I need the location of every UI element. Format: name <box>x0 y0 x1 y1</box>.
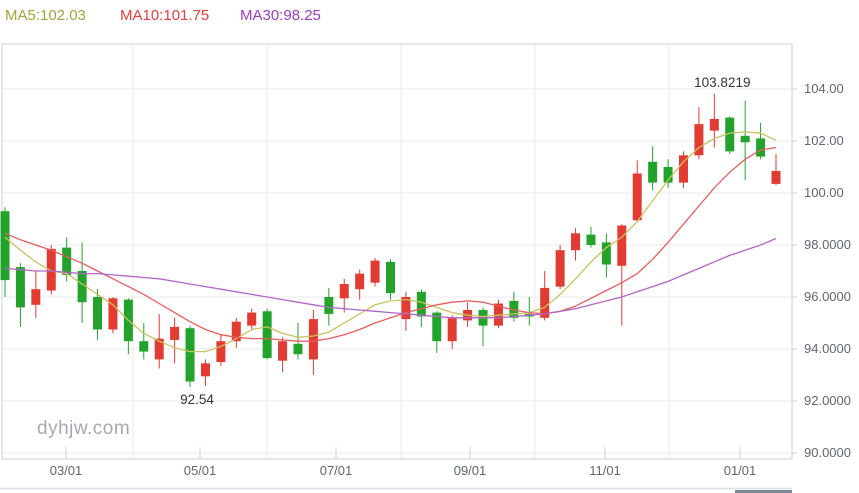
candle-body <box>31 289 41 305</box>
candle-body <box>756 138 766 157</box>
x-axis-label: 11/01 <box>589 463 621 478</box>
legend-ma30-value: MA30:98.25 <box>240 7 321 24</box>
candle-body <box>678 155 688 183</box>
y-axis-label: 100.00 <box>804 185 844 200</box>
candle-body <box>725 117 735 152</box>
x-axis-label: 09/01 <box>453 463 487 478</box>
candle-body <box>694 124 704 156</box>
y-axis-label: 98.0000 <box>804 237 851 252</box>
candle-body <box>401 297 411 320</box>
candle-body <box>231 321 241 342</box>
candles-layer <box>0 93 781 387</box>
legend-ma5-value: MA5:102.03 <box>5 7 86 24</box>
candle-body <box>355 273 365 290</box>
candle-body <box>709 118 719 131</box>
candle-body <box>108 298 118 330</box>
candle-body <box>262 311 272 359</box>
ma5-line <box>4 131 777 353</box>
x-axis-label: 05/01 <box>183 463 217 478</box>
candle-body <box>324 297 334 314</box>
candle-body <box>0 211 10 281</box>
candle-body <box>139 341 149 352</box>
plot-border <box>1 43 793 460</box>
site-watermark: dyhjw.com <box>37 418 131 439</box>
candle-body <box>200 363 210 377</box>
scrollbar-thumb[interactable] <box>735 490 792 493</box>
candle-body <box>632 173 642 221</box>
candle-body <box>540 287 550 318</box>
candle-body <box>386 261 395 294</box>
candle-body <box>370 260 380 283</box>
y-axis-label: 102.00 <box>804 133 844 148</box>
candle-body <box>15 267 25 308</box>
y-axis-label: 92.0000 <box>804 393 851 408</box>
candle-body <box>740 135 750 143</box>
candle-body <box>77 271 87 303</box>
candle-body <box>648 161 658 183</box>
candle-body <box>571 233 581 251</box>
candle-body <box>308 319 318 360</box>
low-price-annotation: 92.54 <box>180 392 214 407</box>
candle-body <box>293 343 303 355</box>
legend-ma10-value: MA10:101.75 <box>120 7 210 24</box>
candle-body <box>555 250 565 287</box>
candle-body <box>170 326 180 340</box>
ma10-line <box>4 146 777 342</box>
candle-body <box>216 341 226 362</box>
candle-body <box>185 328 195 382</box>
candle-body <box>46 248 56 291</box>
x-axis-label: 01/01 <box>723 463 757 478</box>
y-axis-label: 94.0000 <box>804 341 851 356</box>
y-axis-label: 90.0000 <box>804 445 851 460</box>
ma-legend: MA5:102.03 MA10:101.75 MA30:98.25 <box>0 7 859 31</box>
candle-body <box>339 284 349 299</box>
candle-body <box>247 312 257 326</box>
candle-body <box>601 242 611 265</box>
x-axis-label: 07/01 <box>319 463 353 478</box>
candle-body <box>154 338 164 360</box>
x-axis-label: 03/01 <box>49 463 83 478</box>
candle-body <box>62 247 72 275</box>
candle-body <box>663 167 673 183</box>
candle-body <box>617 225 627 266</box>
ma30-line <box>4 237 777 319</box>
candle-body <box>416 291 426 317</box>
y-axis-label: 104.00 <box>804 81 844 96</box>
candle-body <box>771 170 781 184</box>
y-axis-label: 96.0000 <box>804 289 851 304</box>
candle-body <box>586 234 596 245</box>
candle-body <box>278 341 288 361</box>
candle-body <box>447 317 457 342</box>
candle-body <box>93 297 103 330</box>
candle-body <box>432 312 442 342</box>
high-price-annotation: 103.8219 <box>694 75 751 90</box>
